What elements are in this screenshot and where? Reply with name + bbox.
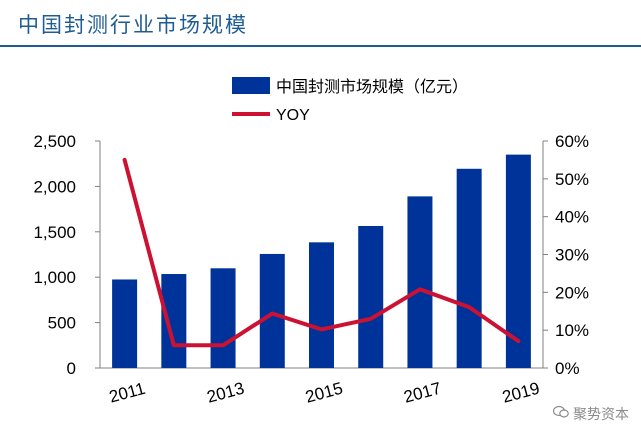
bar bbox=[161, 274, 187, 368]
legend-label-bar: 中国封测市场规模（亿元） bbox=[276, 77, 468, 96]
y-right-tick-label: 10% bbox=[555, 321, 589, 340]
bar bbox=[112, 279, 138, 368]
x-tick-label: 2019 bbox=[500, 379, 541, 407]
legend-label-line: YOY bbox=[276, 107, 310, 124]
y-right-tick-label: 20% bbox=[555, 283, 589, 302]
y-left-tick-label: 1,000 bbox=[33, 268, 76, 287]
y-left-tick-label: 2,000 bbox=[33, 177, 76, 196]
chat-bubble-icon bbox=[552, 405, 569, 423]
bar bbox=[210, 268, 236, 368]
bar bbox=[309, 242, 334, 368]
y-left-tick-label: 1,500 bbox=[33, 223, 76, 242]
y-left-tick-label: 0 bbox=[67, 359, 76, 378]
legend-swatch-bar bbox=[232, 77, 270, 94]
page-title: 中国封测行业市场规模 bbox=[18, 13, 248, 37]
y-right-tick-label: 50% bbox=[555, 170, 589, 189]
title-divider bbox=[0, 45, 641, 47]
y-left-tick-label: 2,500 bbox=[33, 132, 76, 151]
y-right-tick-label: 30% bbox=[555, 246, 589, 265]
y-left-tick-label: 500 bbox=[48, 314, 76, 333]
bar bbox=[456, 168, 482, 368]
y-right-tick-label: 0% bbox=[555, 359, 580, 378]
watermark: 聚势资本 bbox=[552, 404, 629, 424]
bar bbox=[358, 225, 384, 368]
bar bbox=[259, 253, 285, 368]
y-right-tick-label: 60% bbox=[555, 132, 589, 151]
bar bbox=[505, 154, 531, 368]
x-tick-label: 2017 bbox=[402, 379, 443, 407]
y-right-tick-label: 40% bbox=[555, 208, 589, 227]
x-tick-label: 2015 bbox=[303, 379, 344, 407]
bar bbox=[407, 196, 433, 368]
x-tick-label: 2013 bbox=[205, 379, 246, 407]
x-tick-label: 2011 bbox=[107, 379, 147, 407]
watermark-text: 聚势资本 bbox=[573, 407, 629, 423]
